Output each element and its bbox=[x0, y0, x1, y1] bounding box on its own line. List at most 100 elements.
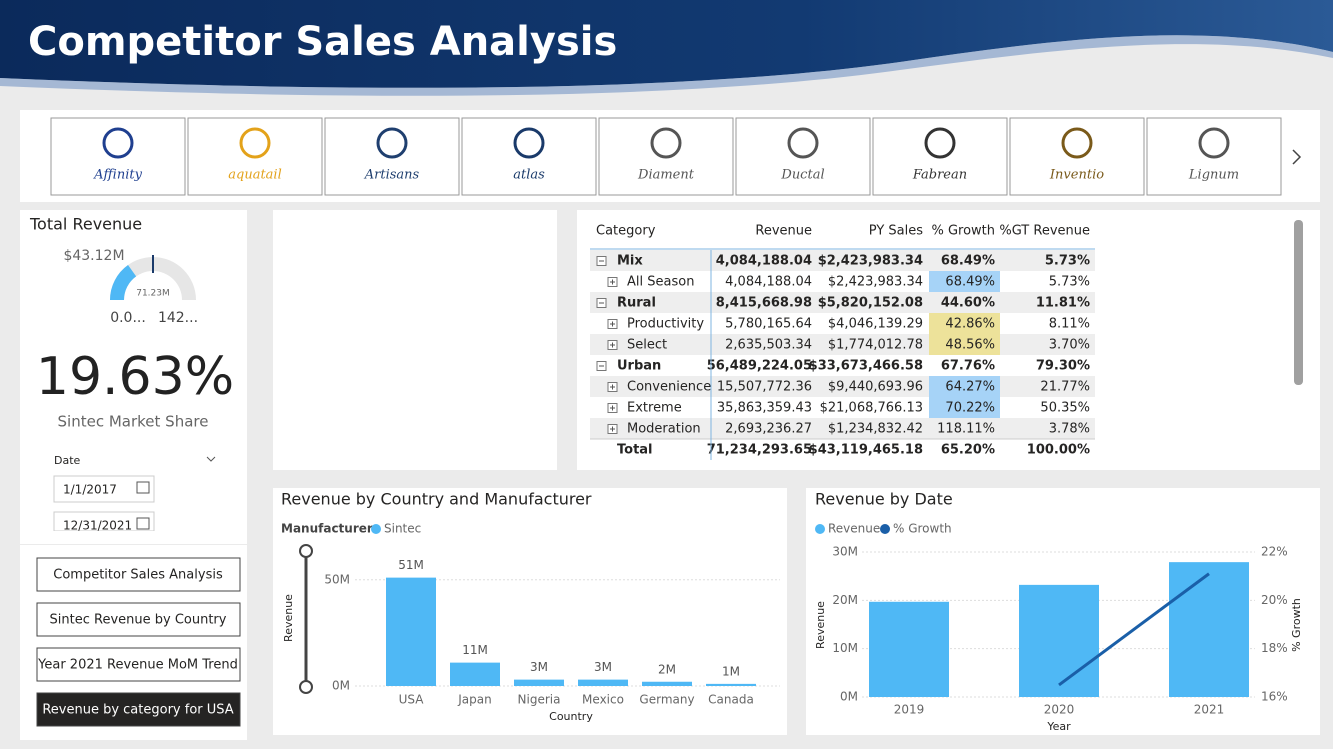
blank-panel bbox=[273, 210, 557, 470]
legend-label: % Growth bbox=[893, 522, 952, 536]
matrix-total-cell: 65.20% bbox=[941, 443, 995, 458]
bar[interactable] bbox=[642, 681, 692, 686]
matrix-cell: 67.76% bbox=[941, 359, 995, 374]
bar[interactable] bbox=[706, 683, 756, 686]
matrix-cell: 118.11% bbox=[937, 422, 995, 437]
matrix-cell: 42.86% bbox=[945, 317, 995, 332]
legend-swatch bbox=[371, 524, 381, 534]
matrix-header: %GT Revenue bbox=[999, 224, 1090, 239]
matrix-cell: $33,673,466.58 bbox=[809, 359, 923, 374]
matrix-cell-highlight bbox=[929, 271, 1000, 292]
nav-button-label: Year 2021 Revenue MoM Trend bbox=[37, 658, 238, 673]
next-arrow[interactable] bbox=[1292, 149, 1302, 165]
matrix-cell: 5.73% bbox=[1049, 275, 1090, 290]
logo-emblem bbox=[513, 127, 545, 159]
data-label: 2M bbox=[658, 662, 676, 676]
page-title: Competitor Sales Analysis bbox=[28, 19, 617, 65]
logo-name: Artisans bbox=[364, 168, 420, 183]
matrix-cell: 3.78% bbox=[1049, 422, 1090, 437]
y-axis-label: Revenue bbox=[814, 601, 827, 649]
bar[interactable] bbox=[1019, 584, 1099, 697]
matrix-cell: 5.73% bbox=[1045, 254, 1090, 269]
matrix-cell: 35,863,359.43 bbox=[717, 401, 812, 416]
matrix-cell: 56,489,224.05 bbox=[707, 359, 812, 374]
matrix-cell: $5,820,152.08 bbox=[818, 296, 923, 311]
slider-handle[interactable] bbox=[299, 544, 313, 558]
bar[interactable] bbox=[450, 662, 500, 686]
bar[interactable] bbox=[386, 577, 436, 686]
logo-name: aquatail bbox=[228, 168, 282, 183]
matrix-cell: 2,635,503.34 bbox=[725, 338, 812, 353]
y2-axis-label: % Growth bbox=[1290, 598, 1303, 652]
scrollbar[interactable] bbox=[1294, 220, 1303, 385]
matrix-row-band bbox=[590, 418, 1095, 439]
y-tick-label: 20M bbox=[832, 593, 858, 607]
legend-label: Sintec bbox=[384, 522, 421, 536]
kpi-label: Sintec Market Share bbox=[58, 413, 209, 431]
data-label: 1M bbox=[722, 664, 740, 678]
logo-emblem bbox=[376, 127, 408, 159]
logo-name: Lignum bbox=[1188, 168, 1239, 183]
matrix-row-label: Extreme bbox=[627, 401, 682, 416]
bar[interactable] bbox=[578, 679, 628, 686]
matrix-cell: $4,046,139.29 bbox=[828, 317, 923, 332]
x-tick-label: Japan bbox=[457, 693, 491, 707]
matrix-cell: 2,693,236.27 bbox=[725, 422, 812, 437]
bar[interactable] bbox=[1169, 562, 1249, 697]
data-label: 11M bbox=[462, 643, 488, 657]
gauge-fill bbox=[110, 265, 137, 300]
matrix-cell: 11.81% bbox=[1036, 296, 1090, 311]
matrix-total-cell: $43,119,465.18 bbox=[809, 443, 923, 458]
matrix-cell: 4,084,188.04 bbox=[725, 275, 812, 290]
matrix-cell: 8.11% bbox=[1049, 317, 1090, 332]
data-label: 51M bbox=[398, 558, 424, 572]
matrix-cell: 68.49% bbox=[941, 254, 995, 269]
matrix-cell-highlight bbox=[929, 313, 1000, 334]
bar[interactable] bbox=[869, 601, 949, 697]
logo-name: Inventio bbox=[1049, 168, 1104, 183]
y-tick-label: 0M bbox=[840, 690, 858, 704]
slicer-clip bbox=[20, 531, 247, 544]
date-start: 1/1/2017 bbox=[63, 483, 117, 497]
matrix-cell-highlight bbox=[929, 334, 1000, 355]
gauge-min: 0.0... bbox=[110, 310, 146, 326]
matrix-row-label: Productivity bbox=[627, 317, 704, 332]
x-axis-label: Year bbox=[1046, 720, 1071, 733]
matrix-row-label: All Season bbox=[627, 275, 694, 290]
y2-tick-label: 20% bbox=[1261, 593, 1288, 607]
y-tick-label: 30M bbox=[832, 545, 858, 559]
matrix-cell: 44.60% bbox=[941, 296, 995, 311]
y-tick-label: 50M bbox=[324, 572, 350, 586]
matrix-cell: 8,415,668.98 bbox=[716, 296, 812, 311]
calendar-icon[interactable] bbox=[136, 517, 150, 530]
matrix-cell: $2,423,983.34 bbox=[828, 275, 923, 290]
legend-label: Revenue bbox=[828, 522, 880, 536]
slider-handle[interactable] bbox=[299, 680, 313, 694]
nav-button[interactable] bbox=[36, 602, 241, 637]
matrix-header: PY Sales bbox=[869, 224, 923, 239]
slicer-title: Date bbox=[54, 454, 81, 467]
nav-button[interactable] bbox=[36, 557, 241, 592]
x-tick-label: USA bbox=[399, 693, 425, 707]
calendar-icon[interactable] bbox=[136, 481, 150, 494]
bar[interactable] bbox=[514, 679, 564, 686]
y-tick-label: 10M bbox=[832, 641, 858, 655]
matrix-row-band bbox=[590, 250, 1095, 271]
x-axis-label: Country bbox=[549, 710, 593, 723]
matrix-row-label: Moderation bbox=[627, 422, 701, 437]
header-band bbox=[0, 0, 1333, 88]
nav-button[interactable] bbox=[36, 647, 241, 682]
matrix-cell: 70.22% bbox=[945, 401, 995, 416]
logo-emblem bbox=[787, 127, 819, 159]
logo-name: atlas bbox=[513, 168, 545, 183]
matrix-cell: 5,780,165.64 bbox=[725, 317, 812, 332]
x-tick-label: Canada bbox=[708, 693, 754, 707]
legend-title: Manufacturer bbox=[281, 522, 373, 536]
slicer-chevron[interactable] bbox=[206, 456, 216, 462]
logo-name: Affinity bbox=[93, 168, 143, 183]
chart-title: Revenue by Country and Manufacturer bbox=[281, 490, 592, 509]
matrix-cell-highlight bbox=[929, 397, 1000, 418]
matrix-cell: 79.30% bbox=[1036, 359, 1090, 374]
nav-button[interactable] bbox=[36, 692, 241, 727]
